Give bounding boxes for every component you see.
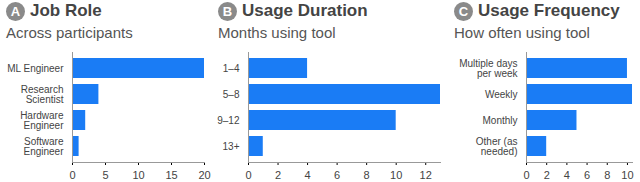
svg-text:5: 5: [102, 169, 108, 181]
svg-text:SoftwareEngineer: SoftwareEngineer: [23, 136, 64, 157]
svg-text:10: 10: [132, 169, 144, 181]
svg-text:0: 0: [69, 169, 75, 181]
html-text:Usage Duration: Usage Duration: [242, 1, 368, 20]
svg-text:Weekly: Weekly: [485, 89, 518, 100]
svg-text:HardwareEngineer: HardwareEngineer: [20, 110, 64, 131]
html-text:A: A: [10, 3, 21, 19]
svg-text:Multiple daysper week: Multiple daysper week: [459, 58, 518, 79]
svg-text:0: 0: [523, 169, 529, 181]
svg-text:4: 4: [305, 169, 311, 181]
html-text:Across participants: Across participants: [6, 24, 133, 41]
svg-text:10: 10: [621, 169, 633, 181]
svg-text:6: 6: [584, 169, 590, 181]
svg-text:8: 8: [364, 169, 370, 181]
svg-text:Other (asneeded): Other (asneeded): [476, 136, 518, 157]
svg-text:12: 12: [420, 169, 432, 181]
svg-text:Monthly: Monthly: [482, 115, 517, 126]
svg-text:6: 6: [334, 169, 340, 181]
svg-text:5–8: 5–8: [223, 89, 240, 100]
html-text:Months using tool: Months using tool: [218, 24, 336, 41]
svg-text:4: 4: [564, 169, 570, 181]
svg-text:10: 10: [390, 169, 402, 181]
svg-text:ResearchScientist: ResearchScientist: [21, 84, 64, 105]
html-text:Usage Frequency: Usage Frequency: [478, 1, 620, 20]
svg-text:8: 8: [604, 169, 610, 181]
svg-text:9–12: 9–12: [217, 115, 240, 126]
svg-text:0: 0: [245, 169, 251, 181]
svg-text:ML Engineer: ML Engineer: [7, 63, 64, 74]
svg-text:15: 15: [165, 169, 177, 181]
html-text:Job Role: Job Role: [30, 1, 102, 20]
svg-text:1–4: 1–4: [223, 63, 240, 74]
svg-text:2: 2: [544, 169, 550, 181]
html-text:C: C: [458, 3, 469, 19]
svg-text:2: 2: [275, 169, 281, 181]
html-text:B: B: [222, 3, 233, 19]
svg-text:13+: 13+: [223, 141, 240, 152]
svg-text:20: 20: [198, 169, 210, 181]
html-text:How often using tool: How often using tool: [454, 24, 590, 41]
